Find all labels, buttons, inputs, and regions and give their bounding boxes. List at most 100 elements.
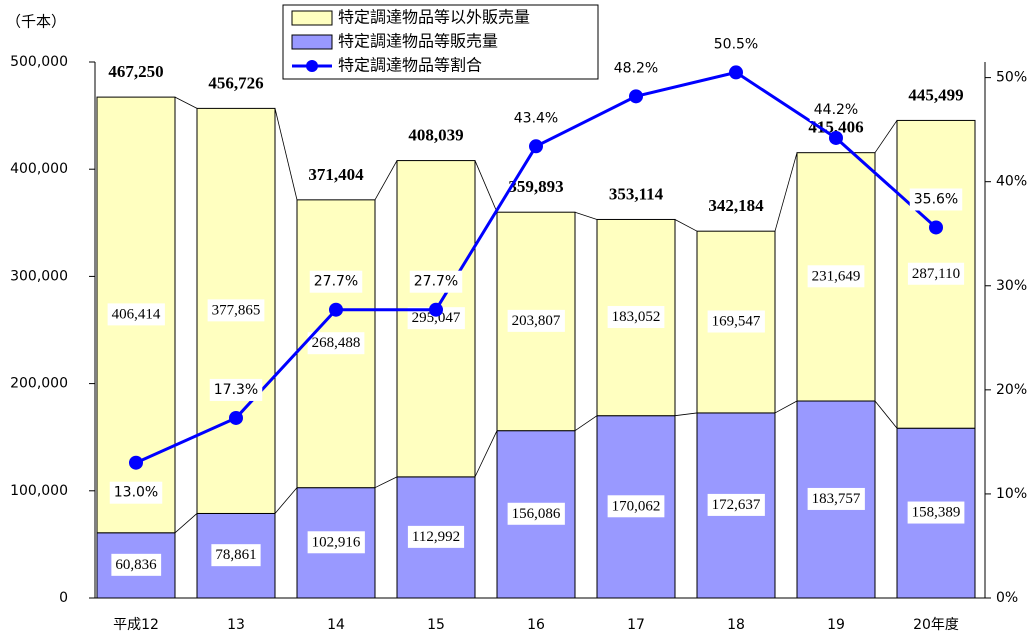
segment-label: 102,916	[312, 534, 361, 550]
segment-label-box	[707, 310, 765, 333]
legend-swatch	[291, 34, 333, 50]
line-label: 27.7%	[314, 274, 358, 290]
series-connector	[674, 412, 698, 417]
series-connector	[374, 476, 398, 489]
line-label: 13.0%	[114, 485, 158, 501]
series-connector	[774, 400, 798, 414]
line-point	[629, 89, 643, 104]
series-connector	[274, 108, 298, 200]
segment-label: 231,649	[812, 268, 861, 284]
legend-marker	[306, 60, 318, 72]
segment-label-box	[407, 307, 465, 330]
x-tick-label: 17	[627, 617, 645, 633]
series-connector	[874, 120, 898, 153]
segment-label-box	[807, 487, 865, 510]
segment-label: 406,414	[112, 306, 161, 322]
segment-label: 295,047	[412, 310, 461, 326]
y-tick-label: 0	[59, 590, 68, 606]
y-tick-label: 400,000	[10, 161, 68, 177]
segment-label-box	[107, 303, 165, 326]
line-label: 27.7%	[414, 274, 458, 290]
total-label: 359,893	[508, 177, 563, 196]
x-tick-label: 19	[827, 617, 845, 633]
segment-label: 172,637	[712, 497, 761, 513]
segment-label-box	[111, 553, 162, 576]
x-tick-label: 13	[227, 617, 245, 633]
segment-label: 158,389	[912, 505, 961, 521]
x-tick-label: 18	[727, 617, 745, 633]
segment-label-box	[211, 544, 261, 567]
line-point	[229, 410, 243, 425]
segment-label-box	[507, 502, 565, 525]
segment-label: 183,757	[812, 491, 861, 507]
line-point	[529, 139, 543, 154]
segment-label: 377,865	[212, 302, 261, 318]
y2-tick-label: 0%	[996, 590, 1018, 606]
segment-label: 287,110	[912, 266, 960, 282]
total-label: 408,039	[408, 125, 463, 144]
y2-tick-label: 20%	[996, 382, 1027, 398]
line-label-box	[509, 107, 563, 130]
segment-label-box	[507, 309, 565, 332]
line-label: 35.6%	[914, 191, 958, 207]
series-connector	[474, 430, 498, 478]
segment-label: 268,488	[312, 335, 361, 351]
line-label-box	[409, 270, 463, 293]
segment-label: 203,807	[512, 313, 561, 329]
segment-label: 183,052	[612, 309, 661, 325]
line-label: 44.2%	[814, 102, 858, 118]
series-connector	[174, 96, 198, 109]
line-label-box	[809, 98, 863, 121]
line-label-box	[609, 57, 663, 80]
line-point	[929, 220, 943, 235]
segment-label-box	[707, 493, 765, 516]
y2-tick-label: 30%	[996, 278, 1027, 294]
y2-tick-label: 50%	[996, 70, 1027, 86]
total-label: 467,250	[108, 62, 163, 81]
x-tick-label: 16	[527, 617, 545, 633]
legend-label: 特定調達物品等以外販売量	[338, 8, 530, 27]
legend-label: 特定調達物品等販売量	[338, 32, 498, 51]
x-tick-label: 20年度	[913, 617, 959, 633]
total-label: 342,184	[708, 196, 764, 215]
total-label: 353,114	[609, 184, 664, 203]
segment-label: 78,861	[215, 547, 256, 563]
x-tick-label: 15	[427, 617, 445, 633]
line-label-box	[209, 378, 263, 401]
series-connector	[474, 160, 498, 213]
line-point	[329, 302, 343, 317]
segment-label-box	[307, 531, 365, 554]
y-tick-label: 100,000	[10, 483, 68, 499]
y2-tick-label: 40%	[996, 174, 1027, 190]
y-tick-label: 500,000	[10, 54, 68, 70]
segment-label-box	[907, 501, 965, 524]
segment-label-box	[807, 265, 865, 288]
series-connector	[174, 513, 198, 534]
y-tick-label: 300,000	[10, 268, 68, 284]
series-connector	[874, 400, 898, 429]
line-point	[129, 455, 143, 470]
segment-label-box	[207, 299, 265, 322]
x-tick-label: 平成12	[113, 617, 159, 633]
segment-label: 60,836	[115, 557, 157, 573]
series-connector	[574, 415, 598, 432]
line-label-box	[309, 270, 363, 293]
x-tick-label: 14	[327, 617, 345, 633]
total-label: 371,404	[308, 165, 364, 184]
total-label: 415,406	[808, 118, 863, 137]
series-connector	[274, 487, 298, 514]
series-connector	[674, 219, 698, 232]
y2-tick-label: 10%	[996, 486, 1027, 502]
segment-label: 112,992	[412, 529, 460, 545]
line-label: 48.2%	[614, 60, 658, 76]
y-axis-label: （千本）	[6, 13, 66, 31]
series-connector	[374, 160, 398, 201]
line-label-box	[909, 188, 963, 211]
line-point	[429, 302, 443, 317]
segment-label-box	[607, 306, 665, 329]
y-tick-label: 200,000	[10, 376, 68, 392]
segment-label-box	[607, 495, 665, 518]
segment-label-box	[307, 332, 365, 355]
